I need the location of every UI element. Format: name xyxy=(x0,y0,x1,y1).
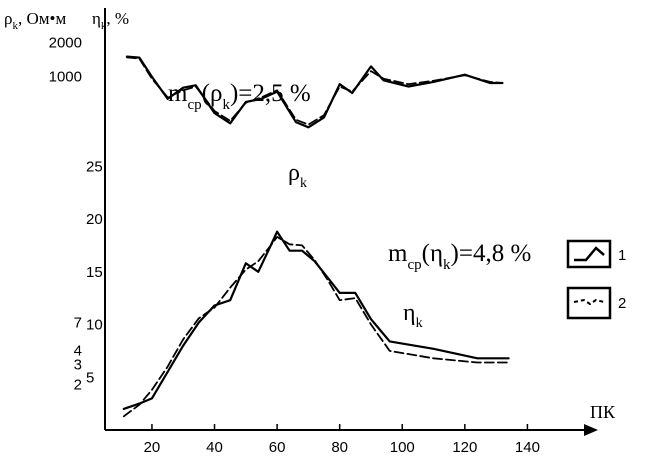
series-line-rho-1 xyxy=(125,55,504,129)
eta-curve-label: ηk xyxy=(403,300,423,331)
legend-label-1: 1 xyxy=(618,247,626,264)
x-axis-arrow-icon xyxy=(584,424,598,436)
x-tick-label: 20 xyxy=(144,439,161,456)
series-line-eta-1 xyxy=(122,230,510,410)
rho-curve-label: ρk xyxy=(288,160,307,191)
eta-tick-label: 20 xyxy=(86,211,103,228)
x-tick-label: 120 xyxy=(452,439,477,456)
axes xyxy=(104,8,598,436)
x-tick-label: 60 xyxy=(269,439,286,456)
eta-tick-label: 5 xyxy=(86,369,94,386)
legend-item-2: 2 xyxy=(566,286,626,320)
series-group xyxy=(122,55,510,418)
rho-tick-label: 1000 xyxy=(49,69,82,86)
rho-tick-label: 2000 xyxy=(49,34,82,51)
eta-tick-label: 25 xyxy=(86,158,103,175)
legend-dashed-line-icon xyxy=(573,298,605,306)
series-line-rho-2 xyxy=(126,56,504,126)
series-line-eta-2 xyxy=(122,235,510,418)
tick-labels: 20 40 60 80 100 120 140 2 34 7 1000 2000 5 10 15 20 25 xyxy=(49,34,540,456)
legend: 1 2 xyxy=(566,239,626,320)
annotation-m-rho: mср(ρk)=2,5 % xyxy=(168,80,311,113)
eta-tick-label: 10 xyxy=(86,317,103,334)
rho-axis-label: ρk, Ом•м xyxy=(4,9,66,32)
x-tick-label: 100 xyxy=(390,439,415,456)
legend-swatch-dashed xyxy=(566,286,612,320)
x-tick-label: 80 xyxy=(331,439,348,456)
legend-item-1: 1 xyxy=(566,239,626,269)
x-axis-label: ПК xyxy=(590,402,616,422)
eta-tick-label: 15 xyxy=(86,264,103,281)
legend-label-2: 2 xyxy=(618,295,626,312)
rho-tick-label: 7 xyxy=(74,315,82,332)
x-tick-label: 40 xyxy=(206,439,223,456)
rho-tick-label: 2 xyxy=(74,377,82,394)
rho-tick-label: 3 xyxy=(74,357,82,374)
eta-axis-label: ηk, % xyxy=(92,9,129,32)
legend-solid-line-icon xyxy=(574,246,605,262)
rho-tick-label: 4 xyxy=(74,342,82,359)
annotation-m-eta: mср(ηk)=4,8 % xyxy=(388,240,531,273)
x-tick-label: 140 xyxy=(515,439,540,456)
